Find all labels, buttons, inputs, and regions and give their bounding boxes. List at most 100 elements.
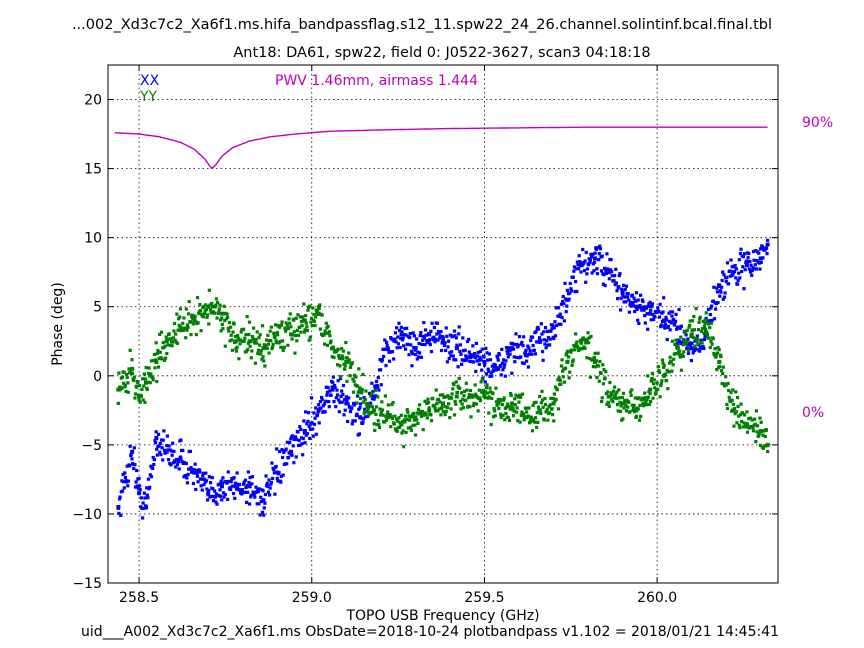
point-xx (646, 327, 650, 331)
point-xx (193, 462, 197, 466)
point-xx (184, 474, 188, 478)
point-yy (537, 394, 542, 399)
point-xx (710, 318, 714, 322)
point-yy (763, 444, 767, 448)
point-yy (720, 382, 724, 386)
point-xx (758, 267, 762, 271)
point-yy (397, 416, 401, 420)
point-xx (245, 483, 249, 488)
point-xx (590, 271, 594, 275)
point-yy (220, 316, 224, 320)
point-yy (303, 328, 307, 332)
point-xx (174, 465, 178, 469)
point-yy (126, 390, 131, 394)
point-xx (416, 350, 420, 354)
point-yy (405, 408, 409, 412)
point-yy (327, 330, 331, 334)
point-xx (282, 450, 286, 454)
point-yy (471, 404, 476, 408)
point-xx (711, 299, 715, 303)
point-yy (696, 327, 701, 332)
point-yy (691, 319, 695, 323)
point-xx (457, 332, 461, 336)
y-tick-label: −5 (81, 438, 102, 454)
point-yy (258, 333, 262, 337)
point-xx (163, 451, 167, 455)
point-xx (294, 455, 298, 459)
point-yy (597, 364, 601, 368)
point-yy (552, 392, 556, 396)
point-yy (731, 402, 735, 406)
point-yy (565, 352, 569, 356)
point-xx (588, 260, 592, 265)
point-yy (674, 338, 678, 342)
point-xx (714, 307, 718, 311)
point-yy (122, 370, 126, 374)
x-axis-label: TOPO USB Frequency (GHz) (345, 608, 539, 624)
point-xx (452, 329, 457, 333)
point-xx (408, 335, 412, 340)
point-yy (464, 381, 468, 385)
point-xx (618, 272, 622, 276)
point-yy (703, 318, 708, 323)
point-yy (273, 323, 278, 327)
point-xx (505, 349, 509, 353)
point-yy (169, 337, 173, 341)
point-yy (233, 334, 237, 339)
point-xx (140, 516, 145, 520)
point-xx (695, 334, 699, 338)
point-xx (421, 338, 425, 342)
point-xx (246, 490, 250, 494)
point-yy (532, 401, 536, 405)
point-xx (117, 497, 122, 501)
point-yy (259, 352, 263, 356)
point-yy (717, 359, 722, 364)
point-xx (298, 425, 302, 429)
point-xx (516, 343, 520, 348)
point-xx (324, 385, 328, 389)
series-yy (116, 288, 770, 454)
point-xx (161, 438, 165, 442)
point-yy (247, 320, 252, 324)
point-xx (318, 400, 323, 404)
point-yy (255, 341, 259, 345)
point-xx (451, 354, 455, 358)
point-xx (409, 349, 413, 353)
point-yy (733, 412, 737, 416)
point-yy (366, 407, 370, 411)
point-yy (449, 396, 454, 400)
point-xx (233, 484, 238, 489)
point-yy (173, 338, 177, 342)
point-xx (738, 276, 742, 280)
point-xx (323, 410, 327, 414)
point-yy (709, 321, 714, 325)
point-yy (559, 364, 564, 368)
point-yy (295, 339, 299, 343)
legend-yy: YY (139, 89, 158, 105)
point-yy (569, 350, 573, 354)
point-yy (484, 395, 488, 400)
point-yy (331, 345, 336, 349)
point-xx (514, 355, 519, 360)
point-xx (526, 365, 530, 369)
point-xx (263, 492, 268, 497)
point-yy (467, 393, 471, 397)
point-yy (646, 374, 650, 378)
point-xx (444, 348, 448, 353)
point-xx (735, 282, 740, 286)
point-yy (513, 397, 517, 401)
point-yy (206, 305, 210, 309)
point-xx (548, 343, 552, 347)
point-xx (296, 443, 301, 448)
point-xx (231, 491, 236, 496)
point-xx (630, 293, 634, 297)
point-yy (174, 332, 178, 336)
point-yy (198, 302, 202, 307)
point-yy (591, 358, 595, 362)
point-yy (468, 388, 473, 393)
point-yy (263, 343, 268, 348)
point-xx (276, 479, 280, 483)
point-yy (399, 423, 403, 427)
point-xx (133, 485, 138, 489)
